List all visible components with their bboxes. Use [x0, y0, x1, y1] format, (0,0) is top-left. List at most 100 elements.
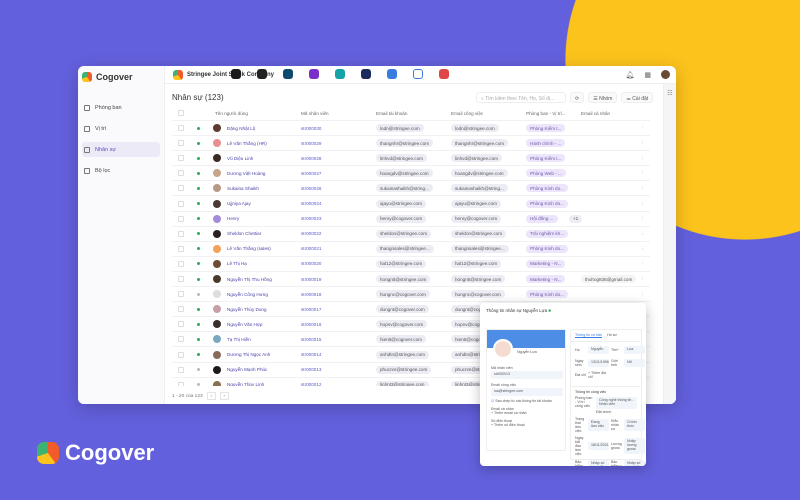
- app-shortcut-icon[interactable]: [309, 69, 319, 79]
- employee-name[interactable]: Đặng Nhật Lộ: [227, 125, 256, 131]
- table-row[interactable]: Nguyễn Thùy Dung str000017 dungnt@cogover.…: [172, 302, 650, 318]
- row-checkbox[interactable]: [178, 230, 184, 237]
- employee-name[interactable]: Sukaina Shaikh: [227, 185, 259, 191]
- more-options-icon[interactable]: ⋮: [640, 276, 645, 281]
- table-row[interactable]: Lê Văn Thắng (HR) str000029 thangnhr@strin…: [172, 136, 650, 152]
- employee-name[interactable]: Lê Văn Thắng (sales): [227, 246, 271, 252]
- employee-name[interactable]: Henry: [227, 216, 240, 222]
- table-row[interactable]: Dương Việt Hoàng str000027 hoangdv@stringe…: [172, 166, 650, 182]
- add-phone-link[interactable]: + Thêm số điện thoại: [491, 423, 525, 427]
- copy-checkbox[interactable]: ☑ Sao chép từ các thông tin tài khoản: [491, 399, 552, 403]
- sidebar-item-vi-tri[interactable]: Vị trí: [82, 121, 160, 136]
- settings-button[interactable]: ⚌ Cài đặt: [621, 92, 654, 103]
- add-personal-email-link[interactable]: + Thêm email cá nhân: [491, 411, 527, 415]
- header-personal-email[interactable]: Email cá nhân: [581, 110, 611, 116]
- app-shortcut-icon[interactable]: [361, 69, 371, 79]
- employee-name[interactable]: Sheldon Chettiar: [227, 231, 262, 237]
- row-checkbox[interactable]: [178, 351, 184, 358]
- field-input[interactable]: Nhập lương gross: [624, 437, 645, 454]
- bell-icon[interactable]: 🔔︎: [625, 71, 635, 79]
- more-options-icon[interactable]: ⋮: [640, 260, 645, 266]
- table-row[interactable]: Ujjniya Ajay str000024 ajayu@stringee.com a…: [172, 197, 650, 212]
- header-account-email[interactable]: Email tài khoản: [376, 110, 408, 116]
- employee-name[interactable]: Dương Thị Ngọc Anh: [227, 352, 271, 357]
- app-shortcut-icon[interactable]: [387, 69, 397, 79]
- more-options-icon[interactable]: ⋮: [640, 185, 645, 191]
- tab-profile[interactable]: Hồ sơ: [607, 333, 617, 337]
- table-row[interactable]: Đặng Nhật Lộ str000030 lodn@stringee.com lo…: [172, 121, 650, 136]
- more-options-icon[interactable]: ⋮: [640, 125, 645, 130]
- app-shortcut-icon[interactable]: [283, 69, 293, 79]
- group-button[interactable]: ☰ Nhóm: [588, 92, 618, 103]
- row-checkbox[interactable]: [178, 185, 184, 192]
- header-department[interactable]: Phòng ban - Vị trí...: [526, 110, 566, 116]
- row-checkbox[interactable]: [178, 200, 184, 207]
- more-options-icon[interactable]: ⋮: [640, 215, 645, 221]
- employee-name[interactable]: Nguyễn Công Hưng: [227, 291, 268, 297]
- tab-basic-info[interactable]: Thông tin cơ bản: [575, 333, 603, 338]
- row-checkbox[interactable]: [178, 276, 184, 282]
- row-checkbox[interactable]: [178, 140, 184, 147]
- employee-name[interactable]: Dương Việt Hoàng: [227, 170, 266, 176]
- filter-panel-toggle[interactable]: ☷: [663, 84, 676, 404]
- company-name[interactable]: Stringee Joint Stock Company: [187, 71, 274, 78]
- row-checkbox[interactable]: [178, 155, 184, 162]
- refresh-button[interactable]: ⟳: [570, 92, 585, 103]
- row-checkbox[interactable]: [178, 170, 184, 177]
- table-row[interactable]: Nguyễn Thị Thu Hồng str000019 hongntt@stri…: [172, 272, 650, 287]
- more-options-icon[interactable]: ⋮: [640, 245, 645, 251]
- grid-icon[interactable]: ▦: [644, 71, 651, 79]
- row-checkbox[interactable]: [178, 215, 184, 222]
- app-shortcut-icon[interactable]: [439, 69, 449, 79]
- row-checkbox[interactable]: [178, 336, 184, 343]
- sidebar-item-nhan-su[interactable]: Nhân sự: [82, 142, 160, 157]
- prev-page-button[interactable]: ‹: [206, 392, 216, 400]
- field-input[interactable]: Nhập số bảo hiểm: [624, 459, 645, 466]
- app-shortcut-icon[interactable]: [257, 69, 267, 79]
- employee-code-field[interactable]: str000013: [491, 371, 563, 379]
- select-all-checkbox[interactable]: [178, 110, 184, 116]
- field-input[interactable]: 18/11/2021: [588, 441, 609, 450]
- field-input[interactable]: Lựa: [624, 346, 645, 354]
- sidebar-item-phong-ban[interactable]: Phòng ban: [82, 100, 160, 115]
- table-row[interactable]: Nguyễn Mạnh Phúc str000013 phucnm@stringee…: [172, 363, 650, 378]
- row-checkbox[interactable]: [178, 381, 184, 386]
- search-input[interactable]: ⌕ Tìm kiếm theo Tên, Họ, Số đị...: [476, 92, 566, 103]
- employee-name[interactable]: Nguyễn Thùy Dung: [227, 306, 267, 312]
- header-name[interactable]: Tên người dùng: [215, 110, 248, 116]
- field-input[interactable]: Nhập số bảo hiểm: [588, 459, 609, 466]
- more-options-icon[interactable]: ⋮: [640, 155, 645, 161]
- field-input[interactable]: Nữ: [624, 359, 645, 367]
- row-checkbox[interactable]: [178, 260, 184, 267]
- employee-name[interactable]: Nguyễn Thùy Linh: [227, 382, 265, 386]
- field-input[interactable]: Đang làm việc: [588, 418, 609, 431]
- add-address-link[interactable]: + Thêm địa chỉ: [588, 371, 607, 379]
- header-code[interactable]: Mã nhân viên: [301, 110, 329, 116]
- employee-name[interactable]: Nguyễn Thị Thu Hồng: [227, 276, 272, 282]
- table-row[interactable]: Nguyễn Văn Hợp str000016 hopnv@cogover.com…: [172, 317, 650, 333]
- more-options-icon[interactable]: ⋮: [640, 140, 645, 146]
- table-row[interactable]: Sheldon Chettiar str000022 sheldon@stringe…: [172, 227, 650, 242]
- app-shortcut-icon[interactable]: [231, 69, 241, 79]
- employee-name[interactable]: Nguyễn Mạnh Phúc: [227, 367, 268, 373]
- employee-name[interactable]: Vũ Diệu Linh: [227, 155, 254, 161]
- app-shortcut-icon[interactable]: [335, 69, 345, 79]
- table-row[interactable]: Sukaina Shaikh str000026 sukainashaikh@str…: [172, 181, 650, 197]
- employee-name[interactable]: Lê Văn Thắng (HR): [227, 140, 267, 146]
- more-options-icon[interactable]: ⋮: [640, 200, 645, 206]
- row-checkbox[interactable]: [178, 366, 184, 373]
- table-row[interactable]: Lê Thị Hạ str000020 hal12@stringee.com hal1…: [172, 257, 650, 272]
- more-options-icon[interactable]: ⋮: [640, 170, 645, 176]
- profile-avatar[interactable]: [493, 339, 513, 359]
- table-row[interactable]: Dương Thị Ngọc Anh str000014 anhdtn@string…: [172, 348, 650, 363]
- set-primary-link[interactable]: Đặt chính: [596, 409, 612, 414]
- employee-name[interactable]: Tạ Thị Hiền: [227, 336, 251, 342]
- row-checkbox[interactable]: [178, 321, 184, 328]
- table-row[interactable]: Vũ Diệu Linh str000028 linhvd@stringee.com…: [172, 151, 650, 167]
- work-email-field[interactable]: lua@stringee.com: [491, 388, 563, 396]
- row-checkbox[interactable]: [178, 125, 184, 131]
- app-shortcut-icon[interactable]: [413, 69, 423, 79]
- header-work-email[interactable]: Email công việc: [451, 110, 484, 116]
- field-input[interactable]: Nguyễn: [588, 346, 609, 354]
- row-checkbox[interactable]: [178, 291, 184, 298]
